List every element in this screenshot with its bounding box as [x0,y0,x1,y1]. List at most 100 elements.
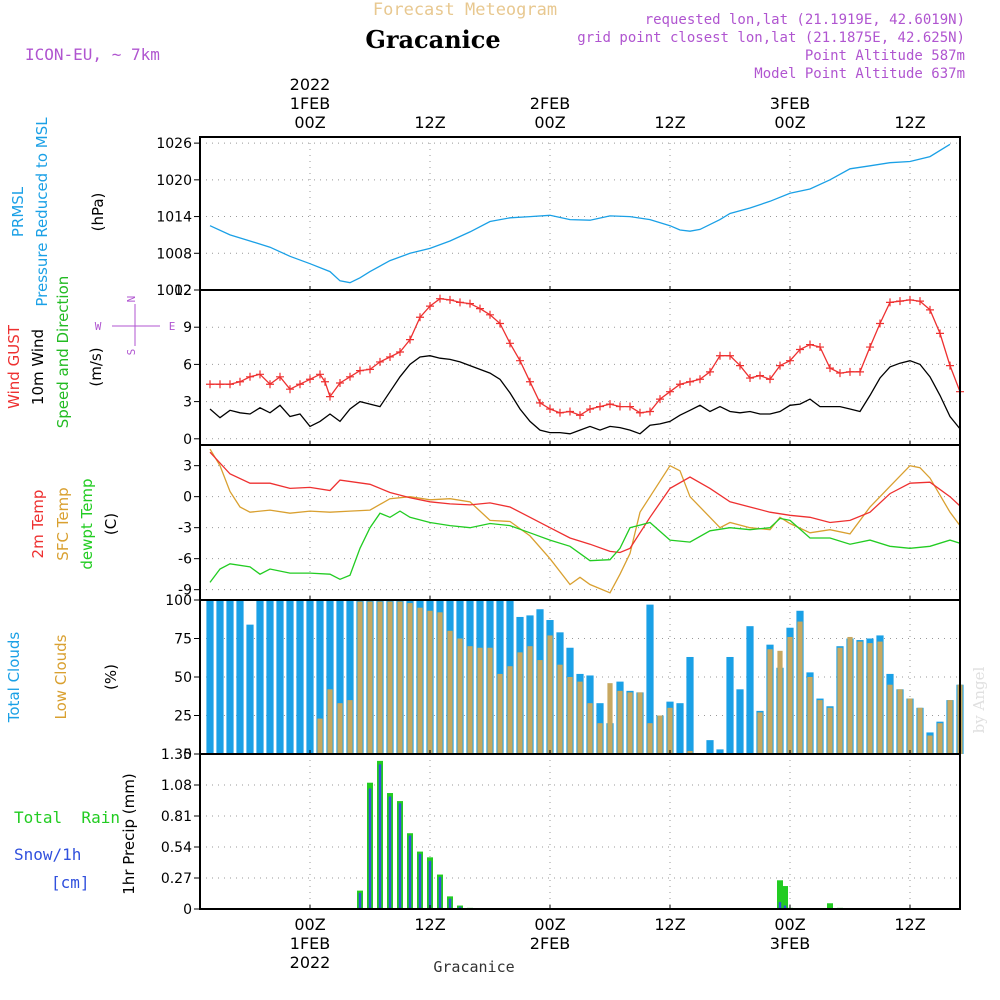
rain-bar [782,886,788,909]
low-cloud-bar [847,636,853,754]
bottom-time-label: 12Z [414,915,445,934]
top-time-label: 12Z [654,113,685,132]
snow-bar [448,898,452,909]
low-cloud-bar [337,703,343,754]
low-cloud-bar [647,723,653,754]
low-cloud-bar [807,677,813,754]
gust-marker [406,335,414,344]
low-cloud-bar [827,707,833,754]
label-10m-wind: 10m Wind [29,329,47,405]
gust-marker [536,398,544,407]
wind-panel-frame [199,289,961,446]
precip-y-tick-label: 1.08 [161,778,192,794]
gust-marker [396,348,404,356]
wind-gust-line [210,298,961,416]
low-cloud-bar [557,664,563,754]
total-cloud-bar [236,600,244,754]
gust-marker [616,402,624,411]
total-cloud-bar [736,689,744,754]
pressure-y-tick-label: 1014 [156,210,192,226]
low-cloud-bar [417,607,423,754]
gust-marker [376,357,384,366]
bottom-time-label: 00Z [534,915,565,934]
total-cloud-bar [226,600,234,754]
gust-marker [456,298,464,307]
top-time-label: 12Z [894,113,925,132]
label-ms: (m/s) [87,347,105,386]
gust-marker [546,405,554,414]
gust-marker [426,302,434,311]
wind-y-tick-label: 3 [183,395,192,411]
low-cloud-bar [887,684,893,754]
total-cloud-bar [296,600,304,754]
low-cloud-bar [857,641,863,754]
total-cloud-bar [706,740,714,754]
label-wind-gust: Wind GUST [5,324,23,409]
total-cloud-bar [646,604,654,754]
label-1hr-precip: 1hr Precip (mm) [120,773,138,894]
gust-marker [756,371,764,380]
t2m-line [209,451,961,554]
gust-marker [506,339,514,348]
gust-marker [876,319,884,328]
low-cloud-bar [587,703,593,754]
gust-marker [516,356,524,365]
label-low-clouds: Low Clouds [52,634,70,719]
gust-marker [336,379,344,387]
gust-marker [206,380,214,389]
watermark: by Angel [970,666,988,733]
total-cloud-bar [216,600,224,754]
low-cloud-bar [797,621,803,754]
label-speed-direction: Speed and Direction [54,276,72,429]
gust-marker [716,351,724,360]
gust-marker [366,365,374,374]
total-cloud-bar [266,600,274,754]
snow-bar [398,803,402,909]
low-cloud-bar [527,646,533,754]
gust-marker [321,377,329,386]
bottom-time-label: 2FEB [530,934,570,953]
label-2m-temp: 2m Temp [29,490,47,559]
total-cloud-bar [306,600,314,754]
total-cloud-bar [346,600,354,754]
gust-marker [726,351,734,360]
model-altitude: Model Point Altitude 637m [754,66,965,82]
low-cloud-bar [617,690,623,754]
gust-marker [936,329,944,338]
low-cloud-bar [667,707,673,754]
snow-bar [778,902,782,909]
label-sfc-temp: SFC Temp [54,487,72,560]
top-time-label: 2FEB [530,94,570,113]
gust-marker [736,361,744,370]
low-cloud-bar [547,635,553,754]
low-cloud-bar [637,692,643,754]
temp-y-tick-label: -9 [178,583,192,599]
pressure-y-tick-label: 1002 [156,283,192,299]
wind-compass-icon: N S W E [95,296,176,356]
clouds-y-tick-label: 100 [165,593,192,609]
bottom-time-label: 12Z [654,915,685,934]
gust-marker [226,380,234,389]
gust-marker [466,299,474,308]
top-time-label: 00Z [294,113,325,132]
low-cloud-bar [687,750,693,754]
gust-marker [806,340,814,349]
gust-marker [706,367,714,376]
low-cloud-bar [787,636,793,754]
top-time-label: 00Z [774,113,805,132]
gust-marker [646,407,654,416]
low-cloud-bar [917,707,923,754]
snow-bar [428,860,432,909]
gust-marker [676,380,684,389]
snow-bar [368,788,372,909]
low-cloud-bar [757,712,763,754]
low-cloud-bar [877,641,883,754]
gust-marker [296,380,304,389]
snow-bar [418,853,422,909]
svg-text:W: W [95,320,102,333]
low-cloud-bar [317,718,323,754]
grid-point-coords: grid point closest lon,lat (21.1875E, 42… [577,30,965,46]
low-cloud-bar [567,677,573,754]
pressure-y-tick-label: 1008 [156,246,192,262]
low-cloud-bar [817,700,823,754]
